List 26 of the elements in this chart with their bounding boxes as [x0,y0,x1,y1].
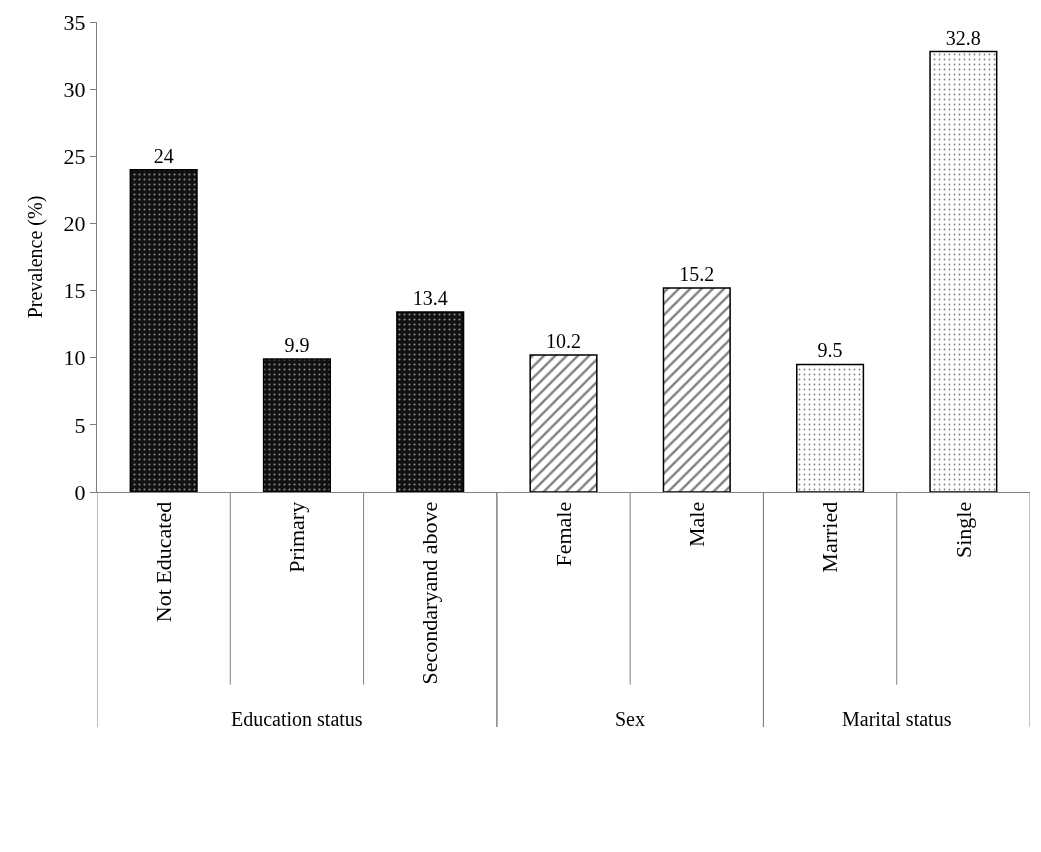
x-tick-label: Secondaryand above [417,501,443,685]
y-tick-label: 25 [63,143,86,169]
data-label: 13.4 [412,287,448,310]
y-tick-label: 35 [63,9,86,35]
text: Education status [231,708,363,730]
y-tick-label: 30 [63,76,86,102]
x-tick-label: Not Educated [150,501,176,623]
x-tick-label: Male [683,501,709,547]
data-label: 32.8 [945,26,981,49]
y-axis-title: Prevalence (%) [24,195,48,319]
data-label: 10.2 [546,330,581,353]
x-tick-label: Primary [284,501,310,573]
y-tick-label: 10 [63,345,86,371]
x-tick-label: Married [817,501,843,573]
data-label: 24 [153,144,174,167]
text: Marital status [842,708,952,730]
y-tick-label: 15 [63,278,86,304]
data-label: 9.9 [284,334,310,357]
data-label: 15.2 [679,262,715,285]
text: Sex [615,708,645,730]
y-tick-label: 5 [74,412,86,438]
y-tick-label: 0 [74,479,86,505]
data-label: 9.5 [817,339,843,362]
x-tick-label: Single [950,501,976,559]
x-tick-label: Female [550,501,576,567]
y-tick-label: 20 [63,211,86,237]
